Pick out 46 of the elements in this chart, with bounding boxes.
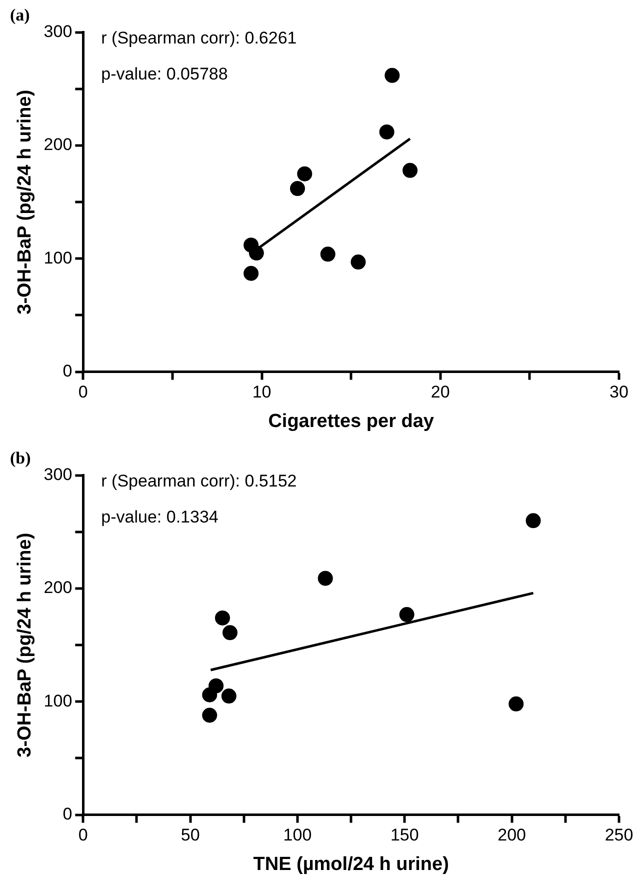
point [221, 688, 236, 704]
y-tick-label: 300 [44, 22, 72, 42]
x-tick-label: 0 [78, 826, 88, 845]
chart-title: (a) [10, 6, 30, 25]
point [508, 696, 524, 712]
x-tick-label: 20 [430, 382, 450, 402]
point [222, 625, 238, 640]
y-tick-label: 200 [44, 135, 72, 154]
point [290, 181, 305, 196]
point [297, 166, 312, 182]
x-tick-label: 150 [390, 826, 419, 845]
point [248, 246, 264, 261]
point [202, 687, 218, 702]
point [526, 513, 541, 528]
point [399, 607, 414, 622]
annotation: r (Spearman corr): 0.6261 [101, 28, 297, 48]
y-tick-label: 0 [62, 361, 72, 380]
point [402, 162, 418, 178]
x-tick-label: 100 [283, 826, 312, 845]
point [379, 124, 394, 140]
x-tick-label: 0 [78, 382, 88, 402]
annotation: p-value: 0.05788 [101, 64, 228, 84]
point [350, 254, 366, 270]
annotation: p-value: 0.1334 [101, 508, 218, 527]
x-tick-label: 30 [610, 382, 628, 402]
x-tick-label: 200 [498, 826, 526, 845]
annotation: r (Spearman corr): 0.5152 [101, 472, 297, 491]
y-tick-label: 300 [44, 465, 72, 484]
chart-title: (b) [10, 448, 31, 468]
point [214, 610, 230, 626]
x-tick-label: 250 [604, 826, 634, 845]
point [202, 708, 218, 723]
y-tick-label: 100 [44, 248, 72, 268]
y-axis-title: 3-OH-BaP (pg/24 h urine) [14, 532, 36, 758]
point [244, 266, 259, 281]
point [320, 246, 336, 262]
x-tick-label: 10 [252, 382, 272, 402]
y-tick-label: 100 [44, 691, 72, 710]
point [318, 570, 333, 586]
x-axis-title: TNE (µmol/24 h urine) [253, 854, 449, 875]
x-tick-label: 50 [180, 826, 200, 845]
x-axis-title: Cigarettes per day [268, 410, 434, 432]
point [384, 68, 400, 83]
y-tick-label: 200 [44, 578, 72, 598]
y-axis-title: 3-OH-BaP (pg/24 h urine) [14, 90, 36, 314]
y-tick-label: 0 [62, 804, 72, 824]
